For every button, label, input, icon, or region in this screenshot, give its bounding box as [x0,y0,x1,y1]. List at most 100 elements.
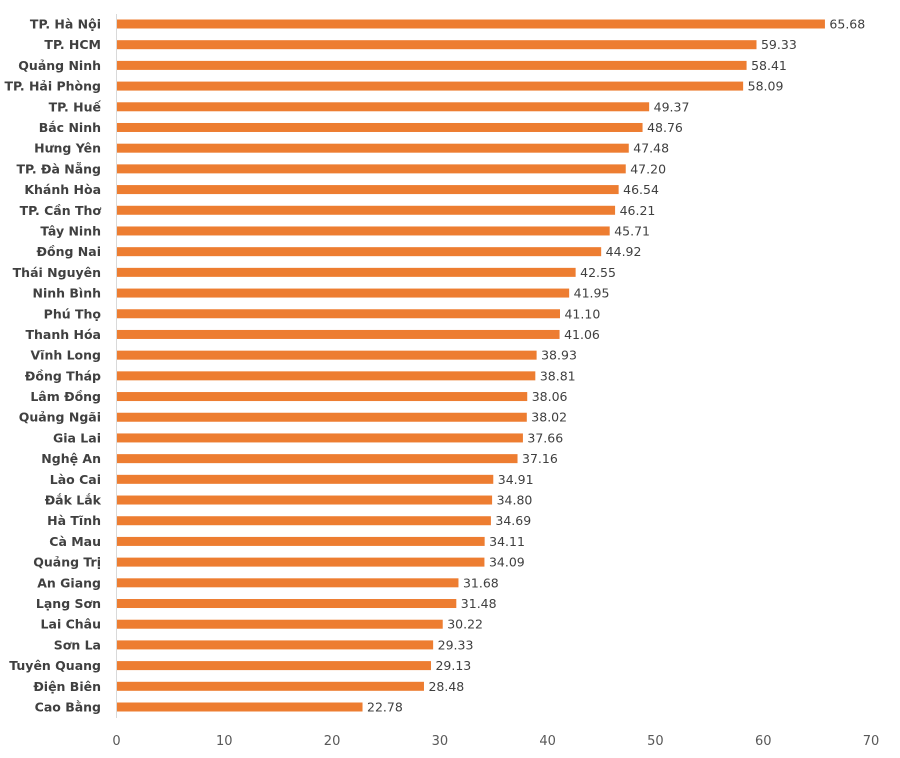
category-label: Tây Ninh [40,223,101,238]
data-label: 58.09 [748,79,784,94]
data-label: 34.09 [489,555,525,570]
data-label: 49.37 [654,99,690,114]
category-label: Cao Bằng [35,700,101,715]
bar [117,619,443,629]
bar [117,702,363,712]
data-label: 47.48 [633,141,669,156]
x-tick-label: 30 [432,734,449,749]
bar [117,329,560,339]
bar [117,247,602,257]
bar [117,143,629,153]
category-label: Đắk Lắk [45,493,102,508]
x-tick-label: 20 [324,734,341,749]
category-label: Hà Tĩnh [47,513,101,528]
bar [117,350,537,360]
bar [117,226,610,236]
bar [117,267,576,277]
x-tick-label: 0 [112,734,120,749]
bar [117,454,518,464]
bar [117,578,459,588]
bar [117,371,536,381]
bar [117,495,493,505]
category-label: Phú Thọ [44,306,102,321]
bar [117,661,431,671]
category-label: Ninh Bình [32,286,101,301]
x-tick-label: 60 [755,734,772,749]
data-label: 41.06 [564,327,600,342]
bar [117,40,757,50]
data-label: 48.76 [647,120,683,135]
bar [117,60,747,70]
bar [117,536,485,546]
data-label: 34.69 [495,513,531,528]
data-label: 41.95 [574,286,610,301]
data-label: 41.10 [564,306,600,321]
category-label: Hưng Yên [34,141,101,156]
category-label: TP. Đà Nẵng [17,161,102,176]
category-label: Đồng Tháp [25,368,101,383]
category-label: Lai Châu [41,617,101,632]
data-label: 29.13 [435,658,471,673]
bar [117,599,457,609]
data-label: 46.54 [623,182,659,197]
data-label: 34.80 [497,493,533,508]
category-label: Cà Mau [49,534,101,549]
category-label: Lào Cai [50,472,101,487]
category-label: TP. HCM [44,37,101,52]
bar [117,392,528,402]
category-label: Vĩnh Long [30,348,101,363]
data-label: 58.41 [751,58,787,73]
x-tick-label: 70 [863,734,880,749]
category-label: TP. Hà Nội [30,17,101,32]
data-label: 38.93 [541,348,577,363]
data-label: 47.20 [630,161,666,176]
category-label: Thái Nguyên [13,265,101,280]
category-label: Bắc Ninh [39,120,101,135]
category-label: Điện Biên [33,679,101,694]
data-label: 38.02 [531,410,567,425]
bar [117,288,570,298]
bar [117,81,744,91]
bar [117,557,485,567]
category-label: TP. Huế [49,99,102,114]
data-label: 38.06 [532,389,568,404]
category-label: Nghệ An [41,451,101,466]
bar [117,122,643,132]
data-label: 42.55 [580,265,616,280]
category-label: TP. Cần Thơ [20,203,102,218]
data-label: 37.16 [522,451,558,466]
data-label: 59.33 [761,37,797,52]
category-label: Sơn La [54,637,101,652]
category-label: Gia Lai [53,430,101,445]
category-label: Quảng Ninh [18,58,101,73]
category-label: Quảng Trị [33,555,101,570]
bar [117,19,825,29]
bar [117,309,560,319]
category-label: Tuyên Quang [9,658,101,673]
data-label: 34.91 [498,472,534,487]
x-tick-label: 10 [216,734,233,749]
category-label: TP. Hải Phòng [4,79,101,94]
bar [117,516,491,526]
data-label: 29.33 [438,637,474,652]
data-label: 45.71 [614,223,650,238]
data-label: 65.68 [829,17,865,32]
category-label: Thanh Hóa [26,327,102,342]
bar [117,412,527,422]
bar [117,102,650,112]
data-label: 28.48 [428,679,464,694]
category-label: Lạng Sơn [36,596,101,611]
data-label: 22.78 [367,700,403,715]
x-tick-label: 40 [539,734,556,749]
data-label: 44.92 [606,244,642,259]
data-label: 30.22 [447,617,483,632]
data-label: 34.11 [489,534,525,549]
bar [117,681,424,691]
category-label: Lâm Đồng [30,389,101,404]
bar [117,205,616,215]
data-label: 37.66 [527,430,563,445]
data-label: 38.81 [540,368,576,383]
category-label: An Giang [37,575,101,590]
x-tick-label: 50 [647,734,664,749]
